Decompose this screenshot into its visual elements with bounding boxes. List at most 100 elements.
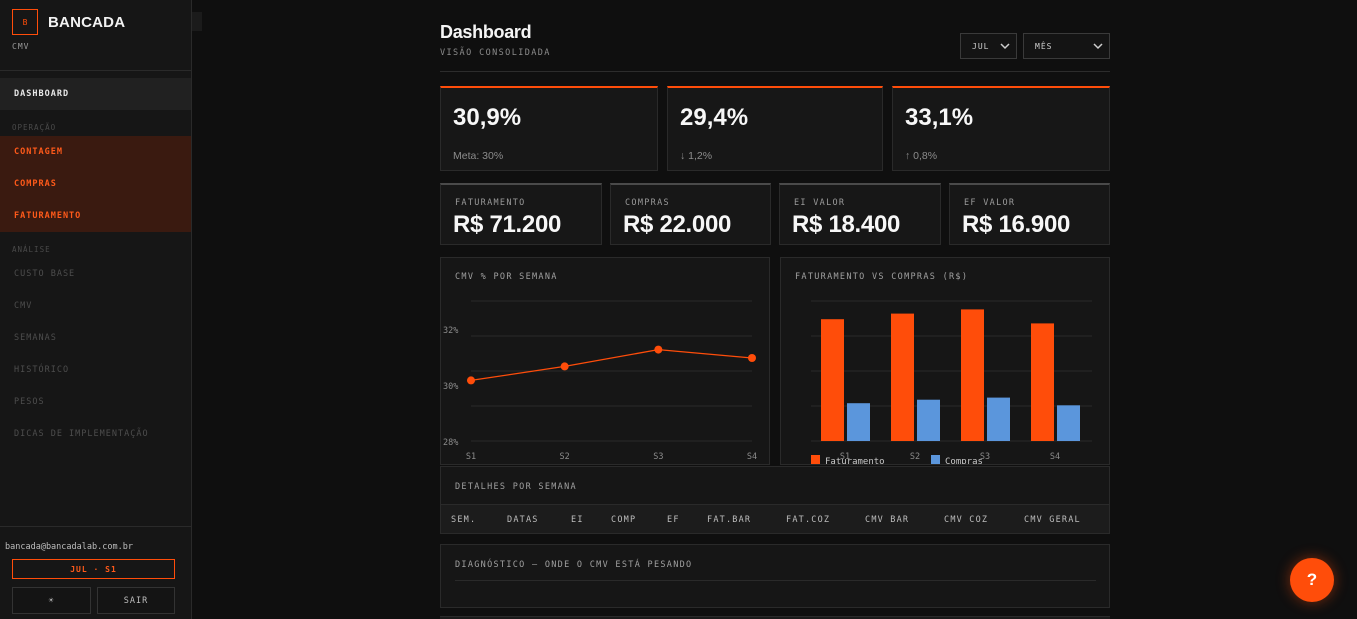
kpi-value: 29,4% bbox=[680, 104, 749, 131]
sidebar-item-contagem[interactable]: CONTAGEM bbox=[0, 136, 191, 168]
cmv-line-chart: 32% 30% 28% S1 S2 S3 S4 bbox=[443, 300, 757, 462]
kpi-note: ↑ 0,8% bbox=[905, 150, 938, 162]
column-header[interactable]: DATAS bbox=[507, 515, 539, 525]
chevron-down-icon bbox=[1000, 43, 1010, 50]
column-header[interactable]: CMV COZ bbox=[944, 515, 989, 525]
data-point bbox=[748, 354, 756, 362]
logout-button[interactable]: SAIR bbox=[97, 587, 175, 614]
stat-card-ei-valor: EI VALOR R$ 18.400 bbox=[779, 183, 941, 245]
x-tick-label: S3 bbox=[653, 452, 663, 462]
period-select-value: MÊS bbox=[1035, 41, 1053, 51]
faturamento-bar bbox=[821, 319, 844, 441]
sidebar-item-pesos[interactable]: PESOS bbox=[14, 397, 45, 407]
compras-bar bbox=[847, 403, 870, 441]
kpi-note: Meta: 30% bbox=[453, 150, 504, 162]
period-button[interactable]: JUL · S1 bbox=[12, 559, 175, 579]
legend-swatch bbox=[811, 455, 820, 464]
sidebar-divider bbox=[0, 70, 191, 71]
theme-toggle-button[interactable]: ☀ bbox=[12, 587, 91, 614]
x-tick-label: S2 bbox=[560, 452, 570, 462]
period-select[interactable]: MÊS bbox=[1023, 33, 1110, 59]
stat-value: R$ 18.400 bbox=[792, 211, 901, 238]
x-tick-label: S2 bbox=[910, 452, 920, 462]
brand-logo: B bbox=[12, 9, 38, 35]
sidebar-item-faturamento[interactable]: FATURAMENTO bbox=[0, 200, 191, 232]
header-divider bbox=[440, 71, 1110, 72]
stat-label: COMPRAS bbox=[625, 198, 670, 208]
page-title: Dashboard bbox=[440, 22, 532, 42]
sidebar-item-custo-base[interactable]: CUSTO BASE bbox=[14, 269, 76, 279]
sidebar-footer-divider bbox=[0, 526, 191, 527]
sidebar-item-semanas[interactable]: SEMANAS bbox=[14, 333, 57, 343]
faturamento-bar bbox=[961, 309, 984, 441]
sidebar-item-dashboard[interactable]: DASHBOARD bbox=[0, 78, 191, 110]
stat-card-ef-valor: EF VALOR R$ 16.900 bbox=[949, 183, 1110, 245]
diagnostic-title: DIAGNÓSTICO — ONDE O CMV ESTÁ PESANDO bbox=[455, 560, 693, 570]
compras-bar bbox=[917, 399, 940, 441]
stat-value: R$ 71.200 bbox=[453, 211, 562, 238]
stat-label: EF VALOR bbox=[964, 198, 1016, 208]
sidebar-item-cmv[interactable]: CMV bbox=[14, 301, 33, 311]
weekly-details-panel: DETALHES POR SEMANA SEM. DATAS EI COMP E… bbox=[440, 466, 1110, 534]
page-subtitle: VISÃO CONSOLIDADA bbox=[440, 48, 551, 58]
sidebar-section-analise: ANÁLISE bbox=[12, 245, 51, 254]
revenue-purchases-bar-chart-panel: FATURAMENTO VS COMPRAS (R$) S1 S2 S3 S4 Fatu… bbox=[780, 257, 1110, 465]
stat-card-compras: COMPRAS R$ 22.000 bbox=[610, 183, 771, 245]
faturamento-bar bbox=[1031, 323, 1054, 441]
data-point bbox=[654, 345, 663, 354]
details-title: DETALHES POR SEMANA bbox=[455, 482, 577, 492]
brand[interactable]: B BANCADA bbox=[12, 9, 125, 35]
data-point bbox=[467, 376, 475, 385]
cmv-series-line bbox=[470, 348, 753, 382]
column-header[interactable]: EI bbox=[571, 515, 584, 525]
diagnostic-panel: DIAGNÓSTICO — ONDE O CMV ESTÁ PESANDO bbox=[440, 544, 1110, 608]
kpi-value: 30,9% bbox=[453, 104, 522, 131]
stat-value: R$ 16.900 bbox=[962, 211, 1071, 238]
kpi-card-bar: 29,4% ↓ 1,2% bbox=[667, 86, 883, 171]
column-header[interactable]: FAT.COZ bbox=[786, 515, 831, 525]
y-tick-label: 32% bbox=[443, 326, 458, 336]
x-tick-label: S1 bbox=[840, 452, 850, 462]
stat-card-faturamento: FATURAMENTO R$ 71.200 bbox=[440, 183, 602, 245]
stat-label: FATURAMENTO bbox=[455, 198, 526, 208]
column-header[interactable]: CMV GERAL bbox=[1024, 515, 1081, 525]
y-tick-label: 28% bbox=[443, 438, 458, 448]
kpi-card-cmv: 30,9% Meta: 30% bbox=[440, 86, 658, 171]
column-header[interactable]: SEM. bbox=[451, 515, 477, 525]
month-select[interactable]: JUL bbox=[960, 33, 1017, 59]
x-tick-label: S1 bbox=[466, 452, 476, 462]
kpi-value: 33,1% bbox=[905, 104, 974, 131]
sidebar-item-compras[interactable]: COMPRAS bbox=[0, 168, 191, 200]
sidebar-item-historico[interactable]: HISTÓRICO bbox=[14, 365, 70, 375]
x-tick-label: S4 bbox=[747, 452, 757, 462]
table-header: SEM. DATAS EI COMP EF FAT.BAR FAT.COZ CM… bbox=[441, 504, 1109, 533]
brand-subtitle: CMV bbox=[12, 42, 30, 51]
kpi-note: ↓ 1,2% bbox=[680, 150, 713, 162]
column-header[interactable]: CMV BAR bbox=[865, 515, 910, 525]
compras-bar bbox=[1057, 405, 1080, 441]
revenue-purchases-bar-chart: S1 S2 S3 S4 Faturamento Compras bbox=[811, 300, 1092, 465]
cmv-line-chart-panel: CMV % POR SEMANA 32% 30% 28% S1 S2 S3 S4 bbox=[440, 257, 770, 465]
y-tick-label: 30% bbox=[443, 382, 458, 392]
chevron-down-icon bbox=[1093, 43, 1103, 50]
x-tick-label: S4 bbox=[1050, 452, 1060, 462]
help-button[interactable]: ? bbox=[1290, 558, 1334, 602]
x-tick-label: S3 bbox=[980, 452, 990, 462]
sidebar-section-operacao: OPERAÇÃO bbox=[12, 123, 57, 132]
legend-label: Compras bbox=[945, 457, 983, 465]
column-header[interactable]: COMP bbox=[611, 515, 637, 525]
compras-bar bbox=[987, 397, 1010, 441]
kpi-card-coz: 33,1% ↑ 0,8% bbox=[892, 86, 1110, 171]
data-point bbox=[560, 362, 569, 371]
stat-value: R$ 22.000 bbox=[623, 211, 732, 238]
column-header[interactable]: FAT.BAR bbox=[707, 515, 752, 525]
sidebar-item-dicas[interactable]: DICAS DE IMPLEMENTAÇÃO bbox=[14, 429, 149, 439]
month-select-value: JUL bbox=[972, 41, 990, 51]
sidebar-collapse-tab[interactable] bbox=[192, 12, 202, 31]
faturamento-bar bbox=[891, 313, 914, 441]
column-header[interactable]: EF bbox=[667, 515, 680, 525]
brand-name: BANCADA bbox=[48, 13, 126, 31]
chart-title: CMV % POR SEMANA bbox=[455, 272, 558, 282]
next-panel-edge bbox=[440, 616, 1110, 619]
chart-title: FATURAMENTO VS COMPRAS (R$) bbox=[795, 272, 969, 282]
